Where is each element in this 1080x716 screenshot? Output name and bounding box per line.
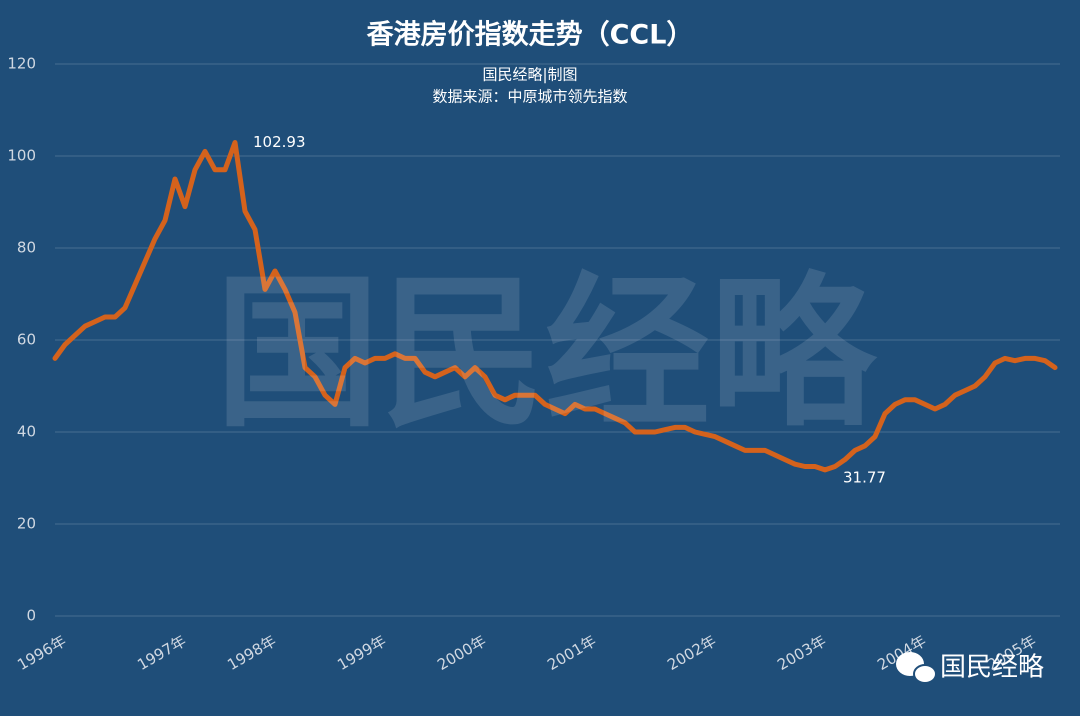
subtitle: 数据来源：中原城市领先指数	[432, 88, 627, 106]
data-label: 102.93	[253, 133, 306, 151]
y-tick-label: 60	[17, 331, 36, 349]
chart-title: 香港房价指数走势（CCL）	[367, 20, 694, 51]
y-tick-label: 100	[7, 147, 36, 165]
logo-text: 国民经略	[940, 653, 1044, 683]
logo: 国民经略	[896, 652, 1044, 684]
data-label: 31.77	[843, 468, 886, 486]
watermark: 国民经略	[215, 257, 878, 449]
y-tick-label: 20	[17, 515, 36, 533]
y-tick-label: 0	[26, 607, 36, 625]
y-tick-label: 120	[7, 55, 36, 73]
y-tick-label: 40	[17, 423, 36, 441]
line-series	[52, 140, 1058, 473]
subtitle: 国民经略|制图	[482, 66, 577, 84]
y-tick-label: 80	[17, 239, 36, 257]
logo-icon	[913, 664, 937, 684]
